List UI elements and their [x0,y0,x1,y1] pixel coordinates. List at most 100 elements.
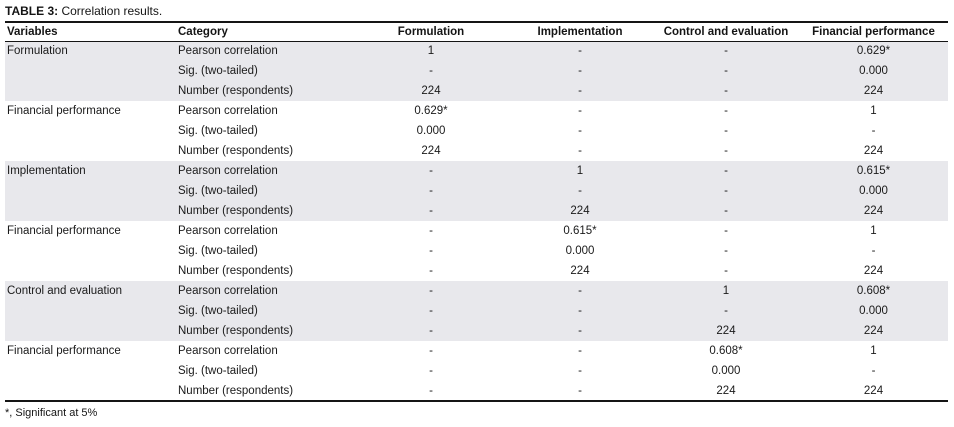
cell-category: Sig. (two-tailed) [178,125,258,137]
cell-variable [5,241,172,261]
cell-category: Number (respondents) [178,85,294,97]
table-row: Sig. (two-tailed) 0.000 - - - [5,121,948,141]
cell-value: - [724,65,728,77]
cell-value: - [724,125,728,137]
table-row: Number (respondents) 224 - - 224 [5,141,948,161]
table-title-label: TABLE 3: [5,4,59,18]
cell-value: 0.000 [859,65,888,77]
cell-value: - [578,85,582,97]
cell-category: Number (respondents) [178,384,294,397]
cell-category: Number (respondents) [178,145,294,157]
cell-value: - [578,285,582,297]
table-row: Sig. (two-tailed) - 0.000 - - [5,241,948,261]
cell-value: - [871,245,876,257]
cell-value: - [578,185,582,197]
table-footnote: *, Significant at 5% [5,407,98,419]
cell-category: Sig. (two-tailed) [178,185,258,197]
cell-value: 1 [870,225,877,237]
cell-category: Pearson correlation [178,225,278,237]
cell-value: 224 [421,145,441,157]
cell-value: 1 [870,345,877,357]
cell-value: 1 [427,45,435,58]
cell-value: - [724,245,728,257]
cell-value: - [578,365,582,377]
cell-value: - [578,45,582,58]
table-row: Financial performance Pearson correlation… [5,341,948,361]
cell-variable [5,321,172,341]
cell-variable [5,61,172,81]
cell-value: - [578,345,582,357]
cell-value: - [429,365,433,377]
cell-value: 224 [716,384,736,397]
cell-value: 224 [863,325,884,337]
cell-value: 224 [863,384,884,397]
cell-value: - [724,205,728,217]
cell-value: 224 [570,205,590,217]
table-row: Sig. (two-tailed) - - - 0.000 [5,181,948,201]
cell-value: - [724,265,728,277]
cell-value: - [429,384,433,397]
cell-variable: Implementation [7,165,86,177]
table-row: Number (respondents) - - 224 224 [5,381,948,401]
table-row: Financial performance Pearson correlation… [5,221,948,241]
table-row: Implementation Pearson correlation - 1 - 0.61… [5,161,948,181]
cell-category: Pearson correlation [178,285,278,297]
cell-value: 224 [570,265,590,277]
cell-value: 0.615* [856,165,891,177]
cell-category: Pearson correlation [178,345,278,357]
cell-value: - [578,65,582,77]
cell-category: Number (respondents) [178,205,294,217]
correlation-table: Variables Category Formulation Implement… [5,21,948,402]
table-row: Number (respondents) - - 224 224 [5,321,948,341]
table-row: Formulation Pearson correlation 1 - - 0.629* [5,41,948,61]
cell-variable: Financial performance [7,345,121,357]
cell-value: - [724,165,728,177]
cell-value: - [724,185,728,197]
cell-value: - [724,85,728,97]
column-header-control-and-evaluation: Control and evaluation [653,22,799,42]
cell-variable [5,181,172,201]
cell-variable [5,261,172,281]
cell-value: 0.615* [563,225,597,237]
table-title: TABLE 3: Correlation results. [5,3,954,20]
column-header-formulation: Formulation [355,22,507,42]
cell-variable [5,381,172,401]
cell-value: - [429,185,433,197]
column-header-variables: Variables [5,22,172,42]
table-row: Sig. (two-tailed) - - - 0.000 [5,61,948,81]
cell-value: 0.608* [856,285,891,297]
cell-value: - [724,305,728,317]
cell-value: - [871,125,876,137]
cell-variable [5,141,172,161]
table-row: Number (respondents) 224 - - 224 [5,81,948,101]
cell-value: 224 [863,265,884,277]
table-row: Number (respondents) - 224 - 224 [5,201,948,221]
cell-category: Pearson correlation [178,165,278,177]
cell-value: 0.000 [859,185,888,197]
header-row: Variables Category Formulation Implement… [5,22,948,42]
cell-value: - [429,265,433,277]
cell-value: 0.608* [709,345,743,357]
cell-value: - [724,105,728,117]
cell-value: 224 [863,145,884,157]
cell-value: 0.000 [711,365,741,377]
table-row: Sig. (two-tailed) - - - 0.000 [5,301,948,321]
cell-variable [5,361,172,381]
cell-value: 224 [863,205,884,217]
cell-value: - [429,345,433,357]
cell-category: Sig. (two-tailed) [178,305,258,317]
cell-category: Pearson correlation [178,45,278,58]
cell-value: - [578,305,582,317]
cell-variable [5,201,172,221]
cell-value: 224 [863,85,884,97]
cell-value: - [578,325,582,337]
cell-value: 0.000 [565,245,595,257]
cell-category: Sig. (two-tailed) [178,365,258,377]
cell-category: Pearson correlation [178,105,278,117]
cell-value: 1 [722,285,730,297]
cell-value: - [578,105,582,117]
cell-variable [5,81,172,101]
cell-value: - [724,45,728,58]
cell-value: - [578,384,582,397]
